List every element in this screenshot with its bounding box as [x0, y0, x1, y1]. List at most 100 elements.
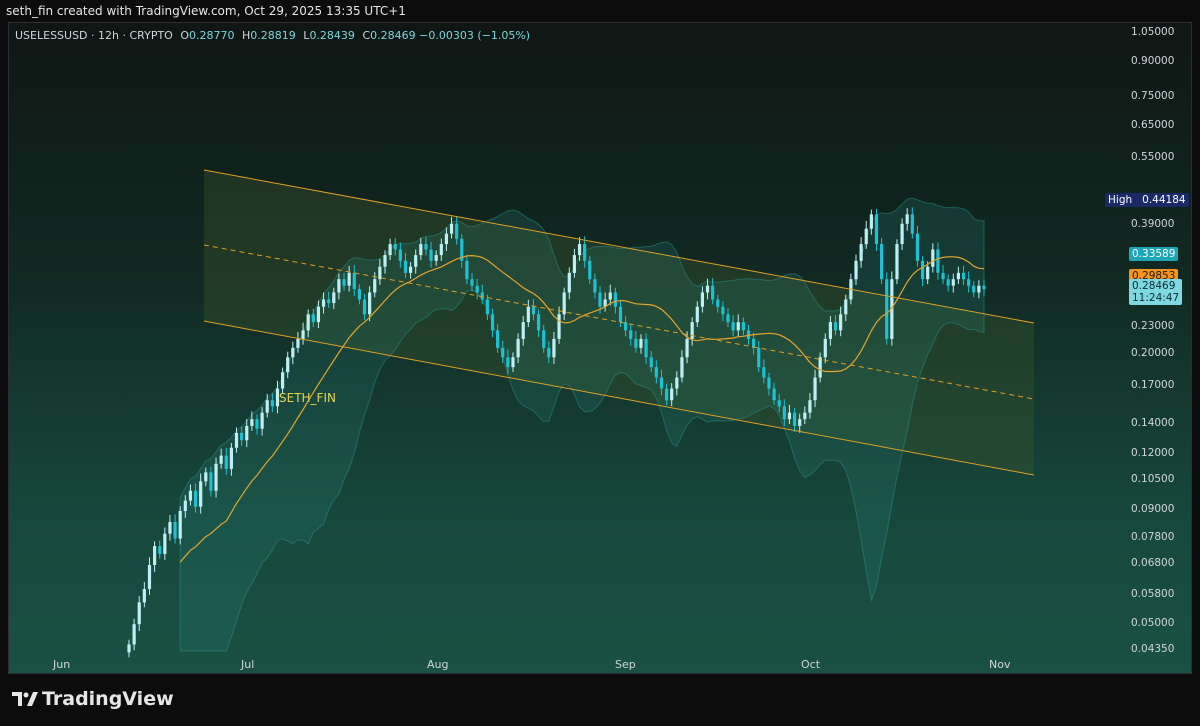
candle-body — [895, 244, 899, 280]
time-label-jul: Jul — [241, 658, 255, 671]
candle-body — [936, 249, 940, 273]
candle-body — [977, 285, 981, 293]
candle-body — [700, 292, 705, 307]
change-value: −0.00303 (−1.05%) — [419, 29, 531, 42]
candle-body — [741, 322, 745, 331]
candle-body — [731, 322, 735, 331]
candle-body — [946, 279, 950, 286]
candle-body — [931, 249, 935, 267]
candle-body — [634, 338, 638, 348]
candle-body — [629, 330, 633, 339]
symbol-legend[interactable]: USELESSUSD · 12h · CRYPTO O0.28770 H0.28… — [15, 29, 530, 42]
price-chart[interactable] — [9, 23, 1192, 674]
candle-body — [403, 260, 408, 273]
candle-body — [833, 322, 838, 331]
candle-body — [900, 223, 904, 245]
time-label-jun: Jun — [53, 658, 71, 671]
candle-body — [245, 425, 249, 441]
candle-body — [972, 285, 976, 293]
candle-body — [782, 406, 786, 420]
price-tick: 0.10500 — [1131, 473, 1175, 485]
time-label-oct: Oct — [801, 658, 821, 671]
channel-mid-line[interactable] — [203, 244, 1035, 400]
candle-body — [214, 463, 218, 491]
candle-body — [470, 279, 474, 286]
high-badge: High 0.44184 — [1105, 193, 1189, 207]
close-label: C — [362, 29, 371, 42]
candle-body — [199, 481, 203, 507]
candle-body — [327, 299, 331, 304]
candle-body — [368, 292, 372, 315]
candle-body — [178, 511, 182, 539]
candle-body — [951, 279, 955, 286]
price-tick: 0.20000 — [1131, 347, 1175, 359]
level-badge: 0.33589 — [1129, 247, 1179, 261]
candle-body — [777, 400, 781, 407]
price-tick: 0.55000 — [1131, 151, 1175, 163]
footer-bar: TradingView — [0, 674, 1200, 726]
candle-body — [506, 357, 510, 368]
channel-lower-line[interactable] — [203, 320, 1035, 476]
candle-body — [767, 377, 771, 389]
candle-body — [362, 299, 367, 315]
candle-body — [496, 330, 500, 348]
candle-body — [142, 589, 146, 603]
price-axis[interactable]: 1.05000 0.90000 0.75000 0.65000 0.55000 … — [1105, 23, 1191, 673]
candle-body — [798, 419, 802, 426]
candle-body — [874, 214, 879, 245]
candle-body — [920, 260, 925, 280]
candle-body — [480, 292, 484, 300]
candle-body — [659, 377, 664, 389]
candle-body — [588, 260, 592, 280]
candle-body — [859, 244, 863, 261]
low-label: L — [303, 29, 310, 42]
candle-body — [752, 338, 756, 348]
price-tick: 0.12000 — [1131, 447, 1175, 459]
candle-body — [880, 244, 884, 280]
candle-body — [885, 279, 889, 339]
candle-body — [393, 244, 397, 250]
candle-body — [296, 338, 300, 348]
chart-panel[interactable]: USELESSUSD · 12h · CRYPTO O0.28770 H0.28… — [8, 22, 1192, 674]
channel-upper-line[interactable] — [203, 169, 1035, 324]
candle-body — [311, 314, 315, 323]
candle-body — [352, 272, 356, 290]
tradingview-logo-icon[interactable] — [12, 690, 38, 708]
credit-text: seth_fin created with TradingView.com, O… — [6, 4, 406, 18]
candle-body — [449, 223, 454, 234]
price-tick: 0.05800 — [1131, 588, 1175, 600]
candle-body — [383, 255, 387, 267]
price-tick: 1.05000 — [1131, 26, 1175, 38]
candle-body — [444, 233, 449, 245]
candle-body — [926, 266, 930, 280]
candle-body — [956, 272, 961, 280]
candle-body — [152, 546, 157, 565]
candle-body — [460, 238, 464, 261]
candle-body — [250, 419, 254, 426]
brand-name[interactable]: TradingView — [42, 688, 174, 710]
candle-body — [127, 644, 131, 653]
candle-body — [808, 400, 812, 413]
price-tick: 0.06800 — [1131, 557, 1175, 569]
candle-body — [209, 472, 213, 491]
symbol-label[interactable]: USELESSUSD · 12h · CRYPTO — [15, 29, 173, 42]
time-axis[interactable]: Jun Jul Aug Sep Oct Nov — [9, 655, 1127, 673]
time-label-sep: Sep — [615, 658, 636, 671]
channel-fill — [204, 170, 1034, 475]
candle-body — [316, 306, 321, 323]
bollinger-band-fill — [179, 197, 985, 652]
candle-body — [234, 432, 239, 448]
candle-body — [705, 285, 710, 293]
candle-body — [915, 233, 920, 261]
candle-body — [321, 299, 326, 307]
moving-average-line — [179, 254, 985, 563]
candle-body — [864, 228, 868, 245]
candle-body — [188, 490, 193, 501]
candle-body — [434, 255, 438, 261]
candle-body — [516, 338, 520, 358]
candle-body — [173, 522, 177, 539]
price-tick: 0.09000 — [1131, 503, 1175, 515]
candle-body — [854, 260, 858, 280]
candle-body — [398, 249, 402, 261]
candle-body — [598, 292, 602, 307]
